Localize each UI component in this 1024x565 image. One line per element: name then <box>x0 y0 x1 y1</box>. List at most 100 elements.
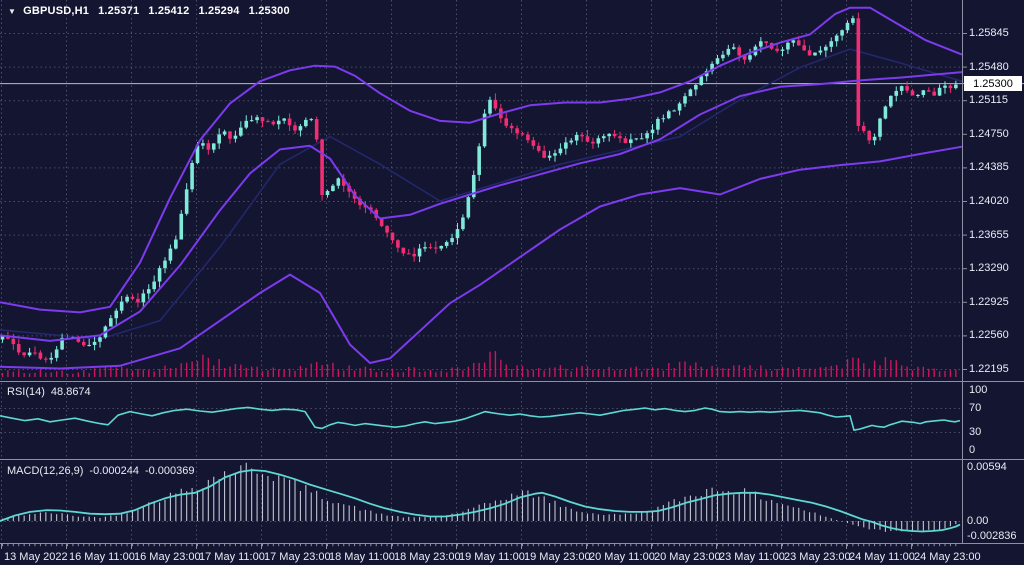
candle-body <box>81 341 86 346</box>
price-axis-label: 1.24750 <box>969 127 1009 140</box>
volume-bar <box>402 372 405 377</box>
candle-body <box>152 281 156 290</box>
candle-body <box>775 48 779 51</box>
bollinger-middle-line <box>0 71 963 342</box>
volume-bar <box>359 368 361 377</box>
price-axis-label: 1.24020 <box>969 194 1009 207</box>
candle-body <box>184 189 189 214</box>
candle-body <box>282 118 286 121</box>
volume-bar <box>592 369 594 377</box>
volume-bar <box>743 367 746 377</box>
candle-body <box>6 335 10 339</box>
candle-body <box>607 133 611 137</box>
volume-bar <box>39 369 42 377</box>
candle-body <box>44 358 48 360</box>
candle-body <box>54 349 59 358</box>
volume-bar <box>603 370 605 377</box>
candle-body <box>715 58 720 64</box>
volume-bar <box>613 370 616 377</box>
candle-body <box>130 296 135 299</box>
price-axis-label: 1.25115 <box>969 94 1008 107</box>
volume-bar <box>651 367 654 377</box>
candle-body <box>471 174 476 198</box>
volume-bar <box>532 369 535 377</box>
volume-bar <box>684 361 686 377</box>
candle-body <box>206 143 211 150</box>
volume-bar <box>689 365 692 377</box>
volume-bar <box>435 372 437 377</box>
candle-body <box>954 84 958 89</box>
candle-body <box>623 138 628 144</box>
candle-body <box>293 125 297 131</box>
volume-bar <box>445 372 448 377</box>
volume-bar <box>299 365 302 377</box>
volume-bar <box>776 368 778 377</box>
candle-body <box>314 119 319 140</box>
volume-bar <box>202 354 204 377</box>
volume-bar <box>245 367 247 377</box>
candle-body <box>845 22 850 31</box>
volume-bar <box>575 367 578 377</box>
candle-body <box>450 238 454 243</box>
candle-body <box>737 47 741 56</box>
volume-bar <box>337 369 340 377</box>
price-axis-label: 1.22925 <box>969 295 1009 308</box>
volume-bar <box>34 372 36 377</box>
ohlc-low: 1.25294 <box>198 5 240 17</box>
candle-body <box>60 337 64 350</box>
price-axis-label: 1.23290 <box>969 262 1009 275</box>
volume-bar <box>825 366 827 377</box>
candle-body <box>542 150 546 158</box>
volume-bar <box>597 369 600 377</box>
volume-bar <box>110 366 112 377</box>
volume-bar <box>879 365 881 377</box>
candle-body <box>38 352 43 359</box>
bollinger-upper-line <box>0 6 963 314</box>
volume-bar <box>294 370 296 377</box>
candle-body <box>98 337 102 342</box>
candle-body <box>536 145 541 151</box>
candle-body <box>406 253 411 255</box>
volume-bar <box>142 369 145 377</box>
volume-bar <box>1 372 4 377</box>
time-axis-label: 16 May 23:00 <box>134 551 201 563</box>
volume-bar <box>397 372 399 377</box>
candle-body <box>309 119 314 121</box>
chart-title: ▼ GBPUSD,H1 1.25371 1.25412 1.25294 1.25… <box>8 5 290 17</box>
candle-body <box>146 289 151 294</box>
macd-axis-label: -0.002836 <box>967 530 1017 542</box>
volume-bar <box>938 371 941 377</box>
candle-body <box>580 134 584 137</box>
symbol-dropdown-icon[interactable]: ▼ <box>8 6 17 16</box>
candle-body <box>943 85 947 88</box>
volume-bar <box>158 369 161 377</box>
candle-body <box>645 133 649 139</box>
volume-bar <box>462 370 464 377</box>
candle-body <box>417 248 422 257</box>
candle-body <box>861 125 866 131</box>
candle-body <box>114 310 119 319</box>
candle-body <box>488 99 492 114</box>
volume-bar <box>711 365 713 377</box>
candle-body <box>710 63 714 72</box>
volume-bar <box>917 366 919 377</box>
rsi-axis-label: 30 <box>969 426 982 438</box>
candle-body <box>466 197 471 218</box>
volume-bar <box>88 373 90 377</box>
candle-body <box>656 118 660 130</box>
volume-bar <box>413 367 415 377</box>
volume-bar <box>662 370 665 377</box>
candle-body <box>33 352 37 354</box>
macd-axis-label: 0.00594 <box>967 461 1007 473</box>
volume-bar <box>137 368 139 377</box>
volume-bar <box>229 366 231 377</box>
ohlc-close: 1.25300 <box>248 5 290 17</box>
candle-body <box>249 120 254 122</box>
macd-histogram-series <box>1 462 957 532</box>
candle-body <box>260 117 265 122</box>
current-price-badge: 1.25300 <box>964 76 1022 91</box>
candle-body <box>867 130 871 141</box>
candle-body <box>916 94 920 96</box>
volume-bar <box>841 368 843 377</box>
